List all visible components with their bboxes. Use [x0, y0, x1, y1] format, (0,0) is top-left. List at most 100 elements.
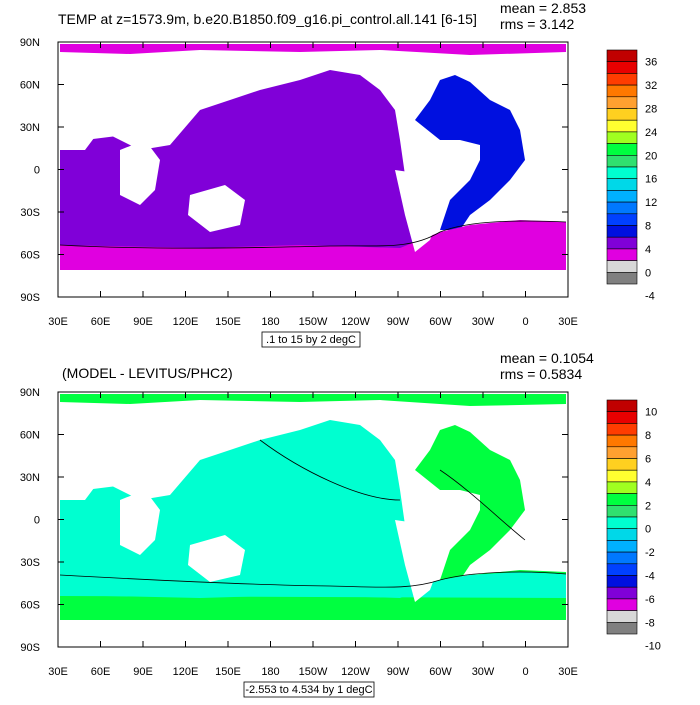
contour-note-bottom: -2.553 to 4.534 by 1 degC	[243, 681, 375, 698]
panel-bottom: (MODEL - LEVITUS/PHC2) mean = 0.1054 rms…	[20, 350, 661, 698]
lon-tick-label: 150E	[215, 316, 241, 328]
contour-line	[59, 220, 567, 249]
contour-line	[59, 571, 567, 588]
colorbar-swatch	[606, 610, 638, 623]
lat-tick-label: 30N	[20, 122, 40, 134]
contour-note-top: .1 to 15 by 2 degC	[261, 331, 361, 348]
lon-tick-label: 30E	[558, 666, 578, 678]
lon-tick-label: 120W	[341, 666, 370, 678]
latitude-axis-top: 90N 60N 30N 0 30S 60S 90S	[20, 37, 568, 304]
contour-line	[259, 439, 401, 501]
lon-tick-label: 60E	[91, 316, 111, 328]
colorbar-swatch	[606, 516, 638, 529]
colorbar-swatch	[606, 248, 638, 261]
panel-bottom-title: (MODEL - LEVITUS/PHC2)	[62, 365, 233, 381]
colorbar-swatch	[606, 143, 638, 156]
colorbar-swatch	[606, 551, 638, 565]
lat-tick-label: 30N	[20, 472, 40, 484]
colorbar-swatch	[606, 213, 638, 226]
lon-tick-label: 60W	[429, 666, 452, 678]
lat-tick-label: 30S	[20, 557, 40, 569]
lat-tick-label: 90N	[20, 387, 40, 399]
colorbar-tick-label: 20	[645, 150, 657, 162]
lat-tick-label: 60N	[20, 80, 40, 92]
colorbar-swatch	[606, 458, 638, 471]
map-top	[57, 41, 569, 298]
lat-tick-label: 0	[34, 515, 40, 527]
southern-ocean-band-field	[60, 572, 566, 598]
colorbar-swatch	[606, 73, 638, 86]
colorbar-swatch	[606, 119, 638, 133]
colorbar-swatch	[606, 190, 638, 203]
colorbar-tick-label: -2	[645, 547, 655, 559]
lon-tick-label: 150W	[299, 316, 328, 328]
colorbar-swatch	[606, 271, 638, 285]
arctic-ocean-field	[60, 44, 566, 55]
colorbar-swatch	[606, 540, 638, 553]
colorbar-swatch	[606, 49, 638, 62]
lon-tick-label: 120W	[341, 316, 370, 328]
map-bottom	[57, 391, 569, 648]
colorbar-swatch	[606, 201, 638, 215]
colorbar-swatch	[606, 586, 638, 600]
lon-tick-label: 90E	[133, 666, 153, 678]
colorbar-swatch	[606, 621, 638, 635]
colorbar-swatch	[606, 423, 638, 436]
lon-tick-label: 30E	[48, 316, 68, 328]
lon-tick-label: 150E	[215, 666, 241, 678]
svg-text:-2.553 to 4.534 by 1 degC: -2.553 to 4.534 by 1 degC	[245, 684, 372, 696]
colorbar-swatch	[606, 61, 638, 74]
colorbar-swatch	[606, 434, 638, 448]
lon-tick-label: 90W	[387, 666, 410, 678]
colorbar-tick-label: 32	[645, 80, 657, 92]
colorbar-swatch	[606, 166, 638, 179]
colorbar-swatch	[606, 575, 638, 588]
colorbar-tick-label: 10	[645, 407, 657, 419]
lon-tick-label: 180	[261, 316, 279, 328]
colorbar-swatch	[606, 469, 638, 483]
lon-tick-label: 120E	[173, 316, 199, 328]
colorbar-swatch	[606, 260, 638, 273]
colorbar-swatch	[606, 493, 638, 506]
colorbar-tick-label: -4	[645, 571, 655, 583]
colorbar-swatch	[606, 399, 638, 412]
colorbar-swatch	[606, 84, 638, 98]
lon-tick-label: 0	[522, 666, 528, 678]
panel-top: TEMP at z=1573.9m, b.e20.B1850.f09_g16.p…	[20, 0, 657, 348]
panel-bottom-mean: mean = 0.1054	[500, 350, 594, 366]
panel-top-mean: mean = 2.853	[500, 0, 586, 16]
atlantic-ocean-field	[415, 75, 525, 230]
lat-tick-label: 90S	[20, 292, 40, 304]
colorbar-tick-label: 4	[645, 244, 651, 256]
colorbar-swatch	[606, 411, 638, 424]
atlantic-ocean-field	[415, 425, 525, 580]
lon-tick-label: 60E	[91, 666, 111, 678]
panel-bottom-rms: rms = 0.5834	[500, 366, 582, 382]
lon-tick-label: 90E	[133, 316, 153, 328]
colorbar-tick-label: 6	[645, 454, 651, 466]
land-mask	[60, 80, 566, 252]
colorbar-tick-label: 8	[645, 221, 651, 233]
colorbar-swatch	[606, 96, 638, 109]
colorbar-tick-label: -8	[645, 617, 655, 629]
colorbar-swatch	[606, 225, 638, 238]
lat-tick-label: 60N	[20, 430, 40, 442]
lon-tick-label: 120E	[173, 666, 199, 678]
lat-tick-label: 90N	[20, 37, 40, 49]
lon-tick-label: 0	[522, 316, 528, 328]
latitude-axis-bottom: 90N 60N 30N 0 30S 60S 90S	[20, 387, 568, 654]
colorbar-tick-label: 8	[645, 430, 651, 442]
lat-tick-label: 30S	[20, 207, 40, 219]
colorbar-swatch	[606, 108, 638, 121]
lat-tick-label: 60S	[20, 250, 40, 262]
lat-tick-label: 0	[34, 165, 40, 177]
lon-tick-label: 90W	[387, 316, 410, 328]
colorbar-tick-label: -10	[645, 641, 661, 653]
colorbar-swatch	[606, 563, 638, 576]
pacific-indian-ocean-field	[60, 70, 420, 250]
lon-tick-label: 30E	[558, 316, 578, 328]
colorbar-swatch	[606, 446, 638, 459]
lon-tick-label: 180	[261, 666, 279, 678]
colorbar-swatch	[606, 155, 638, 168]
